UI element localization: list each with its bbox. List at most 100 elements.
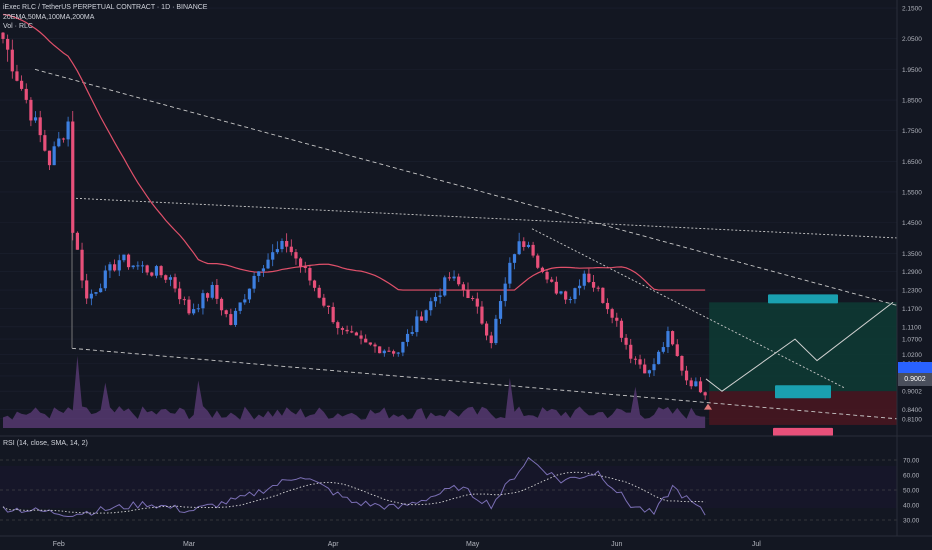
time-tick-label: Mar xyxy=(183,541,196,548)
candle-body xyxy=(601,287,605,303)
candles[interactable] xyxy=(1,31,707,400)
candle-body xyxy=(47,150,52,166)
candle-body xyxy=(633,358,637,360)
trendline xyxy=(531,228,846,389)
candle-body xyxy=(596,287,600,289)
candle-body xyxy=(680,355,684,371)
candle-body xyxy=(206,293,210,298)
candle-body xyxy=(326,305,331,307)
candle-body xyxy=(485,323,489,336)
candle-body xyxy=(457,276,461,285)
candle-body xyxy=(526,244,531,247)
candle-body xyxy=(33,117,38,121)
projection-path[interactable] xyxy=(704,301,894,410)
candle-body xyxy=(159,266,163,276)
candle-body xyxy=(6,38,10,50)
volume-area xyxy=(3,355,706,428)
trendlines[interactable] xyxy=(34,68,898,420)
candle-body xyxy=(573,288,577,300)
time-tick-label: Jul xyxy=(752,541,761,548)
time-axis[interactable]: Feb Mar Apr May Jun Jul xyxy=(0,535,932,548)
candle-body xyxy=(312,280,317,288)
candle-body xyxy=(564,291,568,300)
stop-label-box xyxy=(773,427,833,436)
price-tick-label: 0.9002 xyxy=(902,389,922,396)
candle-body xyxy=(698,381,703,393)
price-tick-label: 1.5500 xyxy=(902,189,922,196)
candle-body xyxy=(350,331,354,333)
candle-body xyxy=(578,285,582,289)
rsi-tick-label: 60.00 xyxy=(903,473,920,480)
candle-body xyxy=(15,71,19,81)
current-price-tag: 0.9002 xyxy=(898,373,932,386)
candle-body xyxy=(94,292,98,294)
candle-body xyxy=(568,299,572,301)
candle-body xyxy=(652,364,656,371)
rsi-pane[interactable] xyxy=(0,435,932,521)
candle-body xyxy=(117,260,121,271)
candle-body xyxy=(591,281,596,288)
candle-body xyxy=(359,335,363,339)
candle-body xyxy=(378,346,382,354)
candle-body xyxy=(443,277,447,296)
candle-body xyxy=(512,254,517,263)
candle-body xyxy=(419,316,424,321)
candle-body xyxy=(38,117,42,136)
candle-body xyxy=(619,320,624,338)
rsi-tick-label: 50.00 xyxy=(903,488,920,495)
price-tick-label: 1.9500 xyxy=(902,67,922,74)
candle-body xyxy=(20,80,24,89)
candle-body xyxy=(587,273,591,282)
candle-body xyxy=(192,309,196,314)
candle-body xyxy=(605,302,610,310)
candle-body xyxy=(503,283,507,302)
candle-body xyxy=(345,329,349,332)
rsi-tick-label: 30.00 xyxy=(903,518,920,525)
candle-body xyxy=(364,338,368,343)
position-zones[interactable] xyxy=(709,294,897,436)
candle-body xyxy=(647,370,651,374)
candle-body xyxy=(85,280,89,299)
projection-line xyxy=(705,301,894,392)
rsi-axis: 70.00 60.00 50.00 40.00 30.00 xyxy=(903,458,920,525)
price-tick-label: 0.8100 xyxy=(902,416,922,423)
rsi-legend[interactable]: RSI (14, close, SMA, 14, 2) xyxy=(3,440,88,447)
candle-body xyxy=(57,138,61,147)
trendline xyxy=(34,68,898,306)
candle-body xyxy=(540,267,544,272)
candle-body xyxy=(466,289,470,299)
candle-body xyxy=(545,271,549,280)
rsi-band xyxy=(0,466,897,508)
indicator-legend[interactable]: 20EMA,50MA,100MA,200MA xyxy=(3,14,95,21)
volume-legend[interactable]: Vol · RLC xyxy=(3,23,33,30)
candle-body xyxy=(182,299,186,301)
candle-body xyxy=(252,275,256,289)
target-label-box xyxy=(768,294,838,304)
candle-body xyxy=(201,293,205,309)
candle-body xyxy=(10,49,14,72)
candle-body xyxy=(66,121,70,140)
trendline xyxy=(71,347,898,420)
volume-bars xyxy=(3,355,706,428)
candle-body xyxy=(131,265,135,268)
candle-body xyxy=(424,310,428,321)
candle-body xyxy=(694,381,698,387)
candle-body xyxy=(257,271,261,276)
candle-body xyxy=(61,138,66,140)
candle-body xyxy=(285,240,289,247)
candle-body xyxy=(475,298,479,307)
candle-body xyxy=(229,314,233,325)
candle-body xyxy=(280,240,284,250)
candle-body xyxy=(289,246,293,253)
price-tick-label: 2.0500 xyxy=(902,36,922,43)
last-price-marker xyxy=(898,362,932,375)
candle-body xyxy=(447,277,451,279)
candle-body xyxy=(224,310,228,315)
candle-body xyxy=(494,318,498,344)
candle-body xyxy=(396,352,400,354)
candle-body xyxy=(266,259,270,269)
candle-body xyxy=(243,299,247,303)
time-tick-label: Apr xyxy=(328,541,340,548)
candle-body xyxy=(299,258,303,267)
